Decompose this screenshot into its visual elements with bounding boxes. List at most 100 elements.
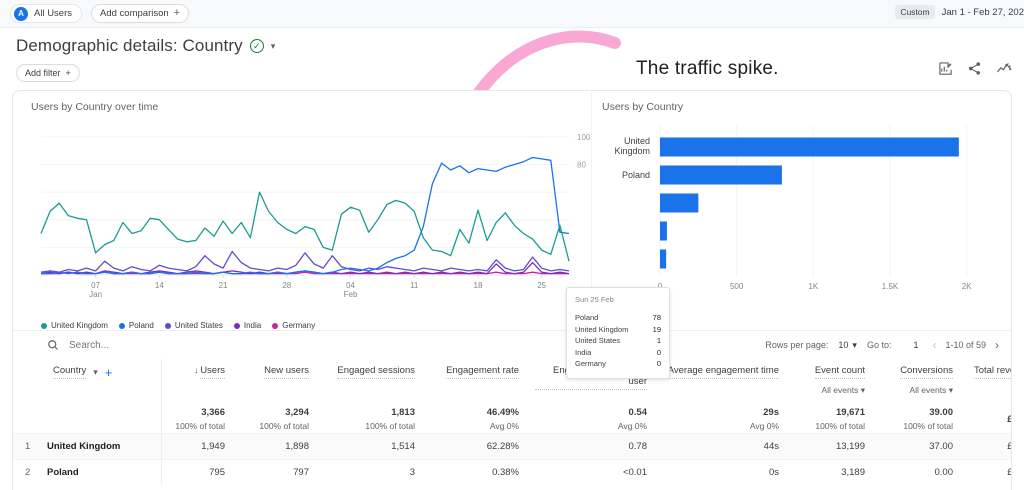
svg-text:Poland: Poland [622,170,650,180]
svg-text:21: 21 [219,281,228,290]
date-range-label: Jan 1 - Feb 27, 202 [941,6,1024,18]
verified-check-icon: ✓ [249,39,264,53]
insights-icon[interactable] [996,61,1012,76]
users-by-country-chart: Users by Country 0 500 1K 1.5K 2K UnitedKingd… [591,91,1011,319]
totals-cell: 1,813 100% of total [317,400,423,434]
add-comparison-button[interactable]: Add comparison + [91,4,190,23]
tooltip-row: India 0 [575,347,661,359]
legend-item[interactable]: United Kingdom [41,321,108,330]
metric-cell: 44s [763,441,779,452]
tooltip-rows: Poland 78 United Kingdom 19 United States 1 In… [575,312,661,370]
table-header-conversions[interactable]: Conversions All events ▾ [873,359,961,400]
metric-cell: 0.38% [492,467,519,478]
chevron-down-icon: ▾ [948,385,953,395]
bar-chart-title: Users by Country [602,101,684,113]
table-row[interactable]: 1 United Kingdom 1,949 1,898 1,514 62.28% 0.78… [13,433,1011,460]
plus-icon: + [173,7,181,19]
rows-per-page-value: 10 [838,340,849,350]
tooltip-date: Sun 25 Feb [575,295,614,304]
chevron-down-icon: ▾ [852,339,857,350]
totals-sub: 100% of total [365,421,415,431]
column-sub-select[interactable]: All events ▾ [909,385,954,395]
table-toolbar: Rows per page: 10 ▾ Go to: 1 ‹ 1-10 of 5… [13,331,1011,359]
tooltip-row-label: Germany [575,359,606,368]
data-table-section: Rows per page: 10 ▾ Go to: 1 ‹ 1-10 of 5… [13,330,1011,485]
tooltip-row-value: 19 [652,324,661,334]
svg-text:11: 11 [410,281,419,290]
legend-label: United Kingdom [51,321,108,330]
legend-label: Poland [128,321,154,330]
goto-label: Go to: [866,340,892,350]
page-title: Demographic details: Country [16,36,243,55]
svg-text:Kingdom: Kingdom [614,146,650,156]
country-data-table: Country ▾ + ↓ Users New users Engaged sessions… [13,359,1012,485]
legend-item[interactable]: Germany [272,321,315,330]
add-filter-button[interactable]: Add filter + [16,64,80,82]
totals-cell: 46.49% Avg 0% [423,400,527,434]
goto-value[interactable]: 1 [913,340,919,350]
share-icon[interactable] [967,61,982,76]
country-name[interactable]: United Kingdom [47,441,121,452]
legend-item[interactable]: United States [164,321,223,330]
column-label: Total revenue [973,365,1011,379]
table-header-event-count[interactable]: Event count All events ▾ [787,359,873,400]
svg-text:25: 25 [537,281,546,290]
prev-page-button[interactable]: ‹ [932,338,937,352]
svg-text:28: 28 [282,281,291,290]
row-index: 2 [25,467,31,478]
svg-text:Feb: Feb [344,290,358,299]
table-row[interactable]: 2 Poland 795 797 3 0.38% <0.01 0s 3,189 0.00 £0.00 [13,459,1011,485]
tooltip-row-value: 0 [656,347,661,357]
chevron-down-icon[interactable]: ▾ [270,40,276,51]
table-header-country[interactable]: Country ▾ + [13,359,162,400]
svg-text:United: United [624,136,650,146]
totals-cell: 3,294 100% of total [233,400,317,434]
table-body: 3,366 100% of total 3,294 100% of total 1,81… [13,399,1012,485]
table-header-users[interactable]: ↓ Users [161,359,233,400]
all-users-chip[interactable]: A All Users [10,4,83,23]
svg-text:18: 18 [474,281,483,290]
next-page-button[interactable]: › [995,338,999,352]
add-dimension-icon[interactable]: + [104,364,113,380]
table-header-total-revenue[interactable]: Total revenue [961,359,1011,400]
legend-label: Germany [282,321,316,330]
table-header-average-engagement-time[interactable]: Average engagement time [655,359,787,400]
search-icon [47,339,59,354]
search-input[interactable] [69,339,269,351]
country-name[interactable]: Poland [47,467,79,478]
chevron-down-icon[interactable]: ▾ [93,366,98,377]
totals-cell: 29s Avg 0% [655,400,787,434]
rows-per-page-label: Rows per page: [765,340,829,350]
legend-swatch [233,322,240,329]
country-cell[interactable]: 2 Poland [13,459,162,485]
table-header-engaged-sessions[interactable]: Engaged sessions [317,359,423,400]
legend-item[interactable]: India [233,321,261,330]
legend-swatch [272,322,279,329]
rows-per-page-select[interactable]: 10 ▾ [838,340,857,351]
edit-chart-icon[interactable] [938,61,953,76]
svg-text:500: 500 [730,282,744,291]
metric-cell: 795 [209,467,225,478]
totals-sub: 100% of total [259,421,309,431]
column-label: New users [264,365,309,379]
totals-cell: £0.00 [1007,413,1012,425]
sort-desc-icon: ↓ [194,366,199,375]
metric-cell: 3,189 [841,467,865,478]
date-range-picker[interactable]: Custom Jan 1 - Feb 27, 202 [895,5,1024,19]
table-header-new-users[interactable]: New users [233,359,317,400]
column-sub-select[interactable]: All events ▾ [821,385,866,395]
legend-item[interactable]: Poland [118,321,154,330]
country-cell[interactable]: 1 United Kingdom [13,433,162,460]
svg-text:80: 80 [577,160,586,169]
tooltip-row-value: 0 [656,359,661,368]
metric-cell: 37.00 [929,441,953,452]
totals-country-cell [13,399,162,434]
tooltip-row-label: United States [575,336,621,345]
svg-text:Jan: Jan [89,290,102,299]
svg-text:100: 100 [577,133,591,142]
avatar: A [14,6,28,21]
table-header-engagement-rate[interactable]: Engagement rate [423,359,527,400]
charts-area: Users by Country over time 100 80 07 Jan 14 2… [13,91,1011,379]
metric-cell: 0s [768,467,779,478]
all-users-label: All Users [34,8,73,19]
